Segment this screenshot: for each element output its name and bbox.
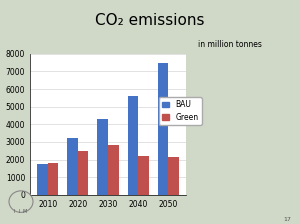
Bar [108,145,119,195]
Text: CO₂ emissions: CO₂ emissions [95,13,205,28]
Bar [48,163,58,195]
Bar [78,151,88,195]
Bar [98,119,108,195]
Text: in million tonnes: in million tonnes [198,40,262,49]
Text: I  I  M: I I M [14,209,28,214]
Bar [158,62,168,195]
Bar [67,138,78,195]
Text: 17: 17 [283,217,291,222]
Bar [37,164,48,195]
Bar [128,96,138,195]
Bar [168,157,179,195]
Legend: BAU, Green: BAU, Green [159,97,202,125]
Bar [138,156,149,195]
